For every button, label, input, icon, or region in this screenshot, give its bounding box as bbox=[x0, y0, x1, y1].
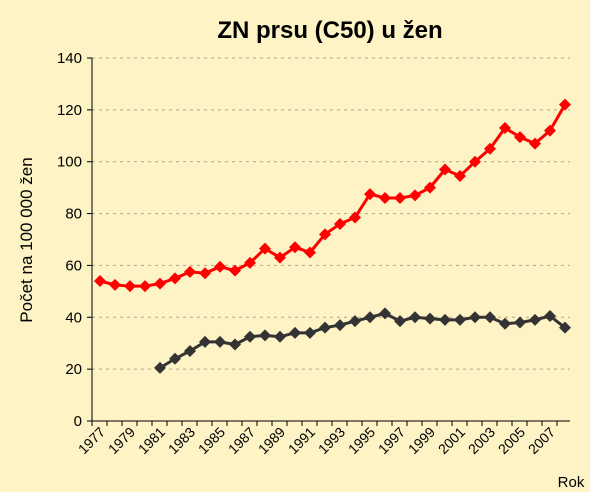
marker bbox=[559, 98, 571, 111]
y-tick-label: 40 bbox=[65, 309, 82, 326]
marker bbox=[169, 272, 181, 285]
y-tick-label: 0 bbox=[74, 413, 82, 430]
y-tick-label: 100 bbox=[57, 154, 82, 171]
x-tick-label: 2003 bbox=[465, 424, 498, 457]
marker bbox=[439, 313, 451, 326]
marker bbox=[439, 163, 451, 176]
marker bbox=[319, 321, 331, 334]
marker bbox=[514, 131, 526, 144]
marker bbox=[184, 265, 196, 278]
marker bbox=[154, 361, 166, 374]
marker bbox=[379, 192, 391, 205]
marker bbox=[274, 330, 286, 343]
marker bbox=[319, 228, 331, 241]
x-tick-label: 1983 bbox=[165, 424, 198, 457]
marker bbox=[544, 309, 556, 322]
marker bbox=[199, 335, 211, 348]
marker bbox=[214, 260, 226, 273]
marker bbox=[469, 155, 481, 168]
y-axis-label: Počet na 100 000 žen bbox=[17, 157, 36, 322]
marker bbox=[139, 280, 151, 293]
marker bbox=[484, 142, 496, 155]
marker bbox=[529, 137, 541, 150]
x-tick-label: 1985 bbox=[195, 424, 228, 457]
marker bbox=[229, 338, 241, 351]
y-tick-label: 80 bbox=[65, 206, 82, 223]
marker bbox=[364, 311, 376, 324]
chart-title: ZN prsu (C50) u žen bbox=[217, 17, 442, 44]
marker bbox=[394, 315, 406, 328]
x-tick-label: 2001 bbox=[435, 424, 468, 457]
marker bbox=[409, 189, 421, 202]
y-tick-label: 120 bbox=[57, 102, 82, 119]
y-tick-label: 140 bbox=[57, 50, 82, 67]
marker bbox=[259, 329, 271, 342]
marker bbox=[334, 217, 346, 230]
marker bbox=[169, 352, 181, 365]
marker bbox=[454, 169, 466, 182]
x-tick-label: 1993 bbox=[315, 424, 348, 457]
marker bbox=[214, 335, 226, 348]
marker bbox=[514, 316, 526, 329]
marker bbox=[334, 319, 346, 332]
marker bbox=[499, 317, 511, 330]
marker bbox=[289, 241, 301, 254]
marker bbox=[259, 242, 271, 255]
x-tick-label: 1987 bbox=[225, 424, 258, 457]
marker bbox=[304, 326, 316, 339]
marker bbox=[349, 315, 361, 328]
marker bbox=[304, 246, 316, 259]
y-tick-label: 60 bbox=[65, 257, 82, 274]
marker bbox=[529, 313, 541, 326]
marker bbox=[109, 278, 121, 291]
x-tick-label: 1979 bbox=[105, 424, 138, 457]
marker bbox=[229, 264, 241, 277]
marker bbox=[274, 251, 286, 264]
x-tick-label: 1997 bbox=[375, 424, 408, 457]
marker bbox=[364, 188, 376, 201]
x-axis-label: Rok bbox=[558, 474, 585, 491]
marker bbox=[154, 277, 166, 290]
marker bbox=[499, 122, 511, 135]
marker bbox=[469, 311, 481, 324]
marker bbox=[394, 192, 406, 205]
marker bbox=[424, 181, 436, 194]
marker bbox=[199, 267, 211, 280]
x-tick-label: 2005 bbox=[495, 424, 528, 457]
x-tick-label: 1999 bbox=[405, 424, 438, 457]
y-tick-label: 20 bbox=[65, 361, 82, 378]
marker bbox=[409, 311, 421, 324]
marker bbox=[379, 307, 391, 320]
x-tick-label: 1991 bbox=[285, 424, 318, 457]
marker bbox=[184, 344, 196, 357]
marker bbox=[94, 274, 106, 287]
marker bbox=[559, 321, 571, 334]
x-tick-label: 1981 bbox=[135, 424, 168, 457]
marker bbox=[424, 312, 436, 325]
marker bbox=[454, 313, 466, 326]
marker bbox=[544, 124, 556, 137]
x-tick-label: 1989 bbox=[255, 424, 288, 457]
x-tick-label: 2007 bbox=[525, 424, 558, 457]
marker bbox=[289, 326, 301, 339]
series-line bbox=[159, 311, 566, 370]
marker bbox=[484, 311, 496, 324]
marker bbox=[244, 256, 256, 269]
x-tick-label: 1995 bbox=[345, 424, 378, 457]
marker bbox=[244, 330, 256, 343]
marker bbox=[124, 280, 136, 293]
marker bbox=[349, 211, 361, 224]
series-line bbox=[99, 103, 567, 288]
